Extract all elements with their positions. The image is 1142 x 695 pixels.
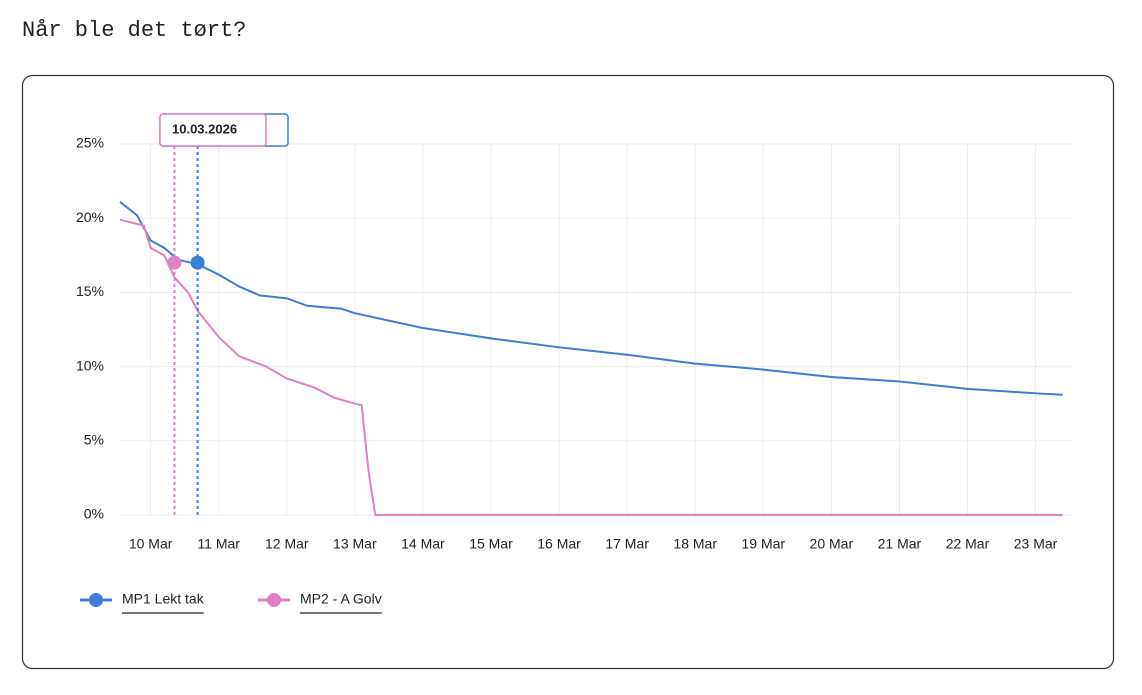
x-tick-label: 15 Mar <box>469 536 513 552</box>
tooltip-date: 10.03.2026 <box>172 121 237 136</box>
data-line <box>119 218 1063 516</box>
x-tick-label: 21 Mar <box>878 536 922 552</box>
hover-point <box>167 255 182 270</box>
legend-item[interactable]: MP1 Lekt tak <box>80 591 205 614</box>
legend-label[interactable]: MP1 Lekt tak <box>122 591 205 607</box>
y-tick-label: 5% <box>84 432 104 448</box>
y-tick-label: 10% <box>76 357 104 373</box>
y-tick-label: 20% <box>76 209 104 225</box>
legend-dot <box>89 593 103 607</box>
x-tick-label: 22 Mar <box>946 536 990 552</box>
x-tick-label: 12 Mar <box>265 536 309 552</box>
x-tick-label: 18 Mar <box>673 536 717 552</box>
x-tick-label: 23 Mar <box>1014 536 1058 552</box>
legend-label[interactable]: MP2 - A Golv <box>300 591 382 607</box>
legend-dot <box>267 593 281 607</box>
tooltip-box <box>159 113 267 147</box>
legend-item[interactable]: MP2 - A Golv <box>258 591 382 614</box>
chart-card <box>21 74 1115 670</box>
heading: Når ble det tørt? <box>22 18 246 43</box>
x-tick-label: 14 Mar <box>401 536 445 552</box>
x-tick-label: 10 Mar <box>129 536 173 552</box>
x-tick-label: 19 Mar <box>741 536 785 552</box>
y-tick-label: 15% <box>76 283 104 299</box>
x-tick-label: 11 Mar <box>197 536 240 552</box>
x-tick-label: 20 Mar <box>810 536 854 552</box>
hover-point <box>190 255 205 270</box>
y-tick-label: 0% <box>84 506 104 522</box>
y-tick-label: 25% <box>76 135 104 151</box>
x-tick-label: 17 Mar <box>605 536 649 552</box>
x-tick-label: 16 Mar <box>537 536 581 552</box>
x-tick-label: 13 Mar <box>333 536 377 552</box>
